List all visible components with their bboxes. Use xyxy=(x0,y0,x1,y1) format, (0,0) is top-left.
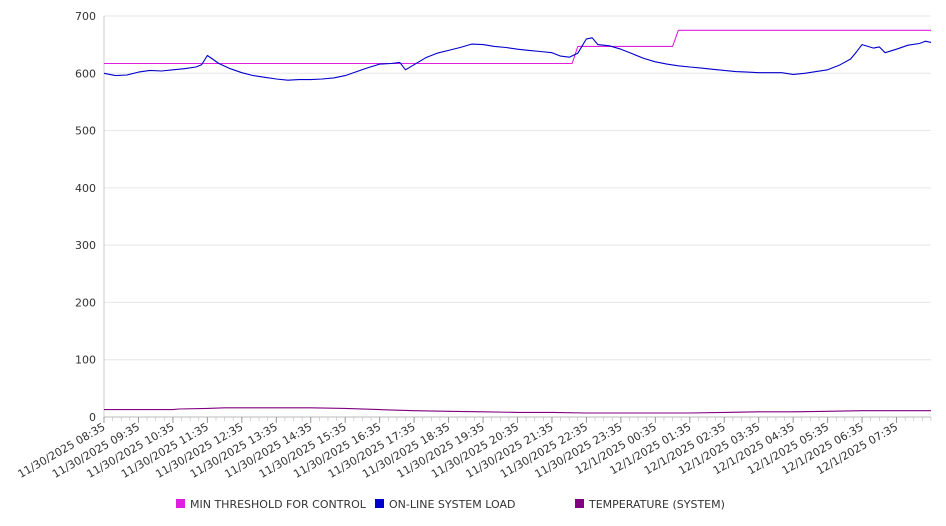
y-tick-label: 200 xyxy=(75,296,96,309)
gridlines xyxy=(104,15,931,361)
y-tick-label: 300 xyxy=(75,239,96,252)
legend: MIN THRESHOLD FOR CONTROL ON-LINE SYSTEM … xyxy=(176,498,725,511)
temperature-series-line xyxy=(104,407,931,414)
y-tick-label: 100 xyxy=(75,354,96,367)
legend-label: ON-LINE SYSTEM LOAD xyxy=(389,498,515,511)
legend-label: MIN THRESHOLD FOR CONTROL xyxy=(190,498,367,511)
legend-swatch xyxy=(375,499,384,508)
axes xyxy=(103,16,932,423)
threshold-series-line xyxy=(104,29,931,65)
y-tick-label: 500 xyxy=(75,125,96,138)
system-load-series-line xyxy=(103,37,932,81)
legend-swatch xyxy=(176,499,185,508)
legend-swatch xyxy=(575,499,584,508)
y-tick-label: 700 xyxy=(75,10,96,23)
series-lines xyxy=(103,29,932,414)
y-tick-label: 0 xyxy=(89,411,96,424)
legend-label: TEMPERATURE (SYSTEM) xyxy=(588,498,725,511)
y-tick-label: 600 xyxy=(75,67,96,80)
y-tick-label: 400 xyxy=(75,182,96,195)
y-axis-tick-labels: 0 100 200 300 400 500 600 700 xyxy=(75,10,96,424)
